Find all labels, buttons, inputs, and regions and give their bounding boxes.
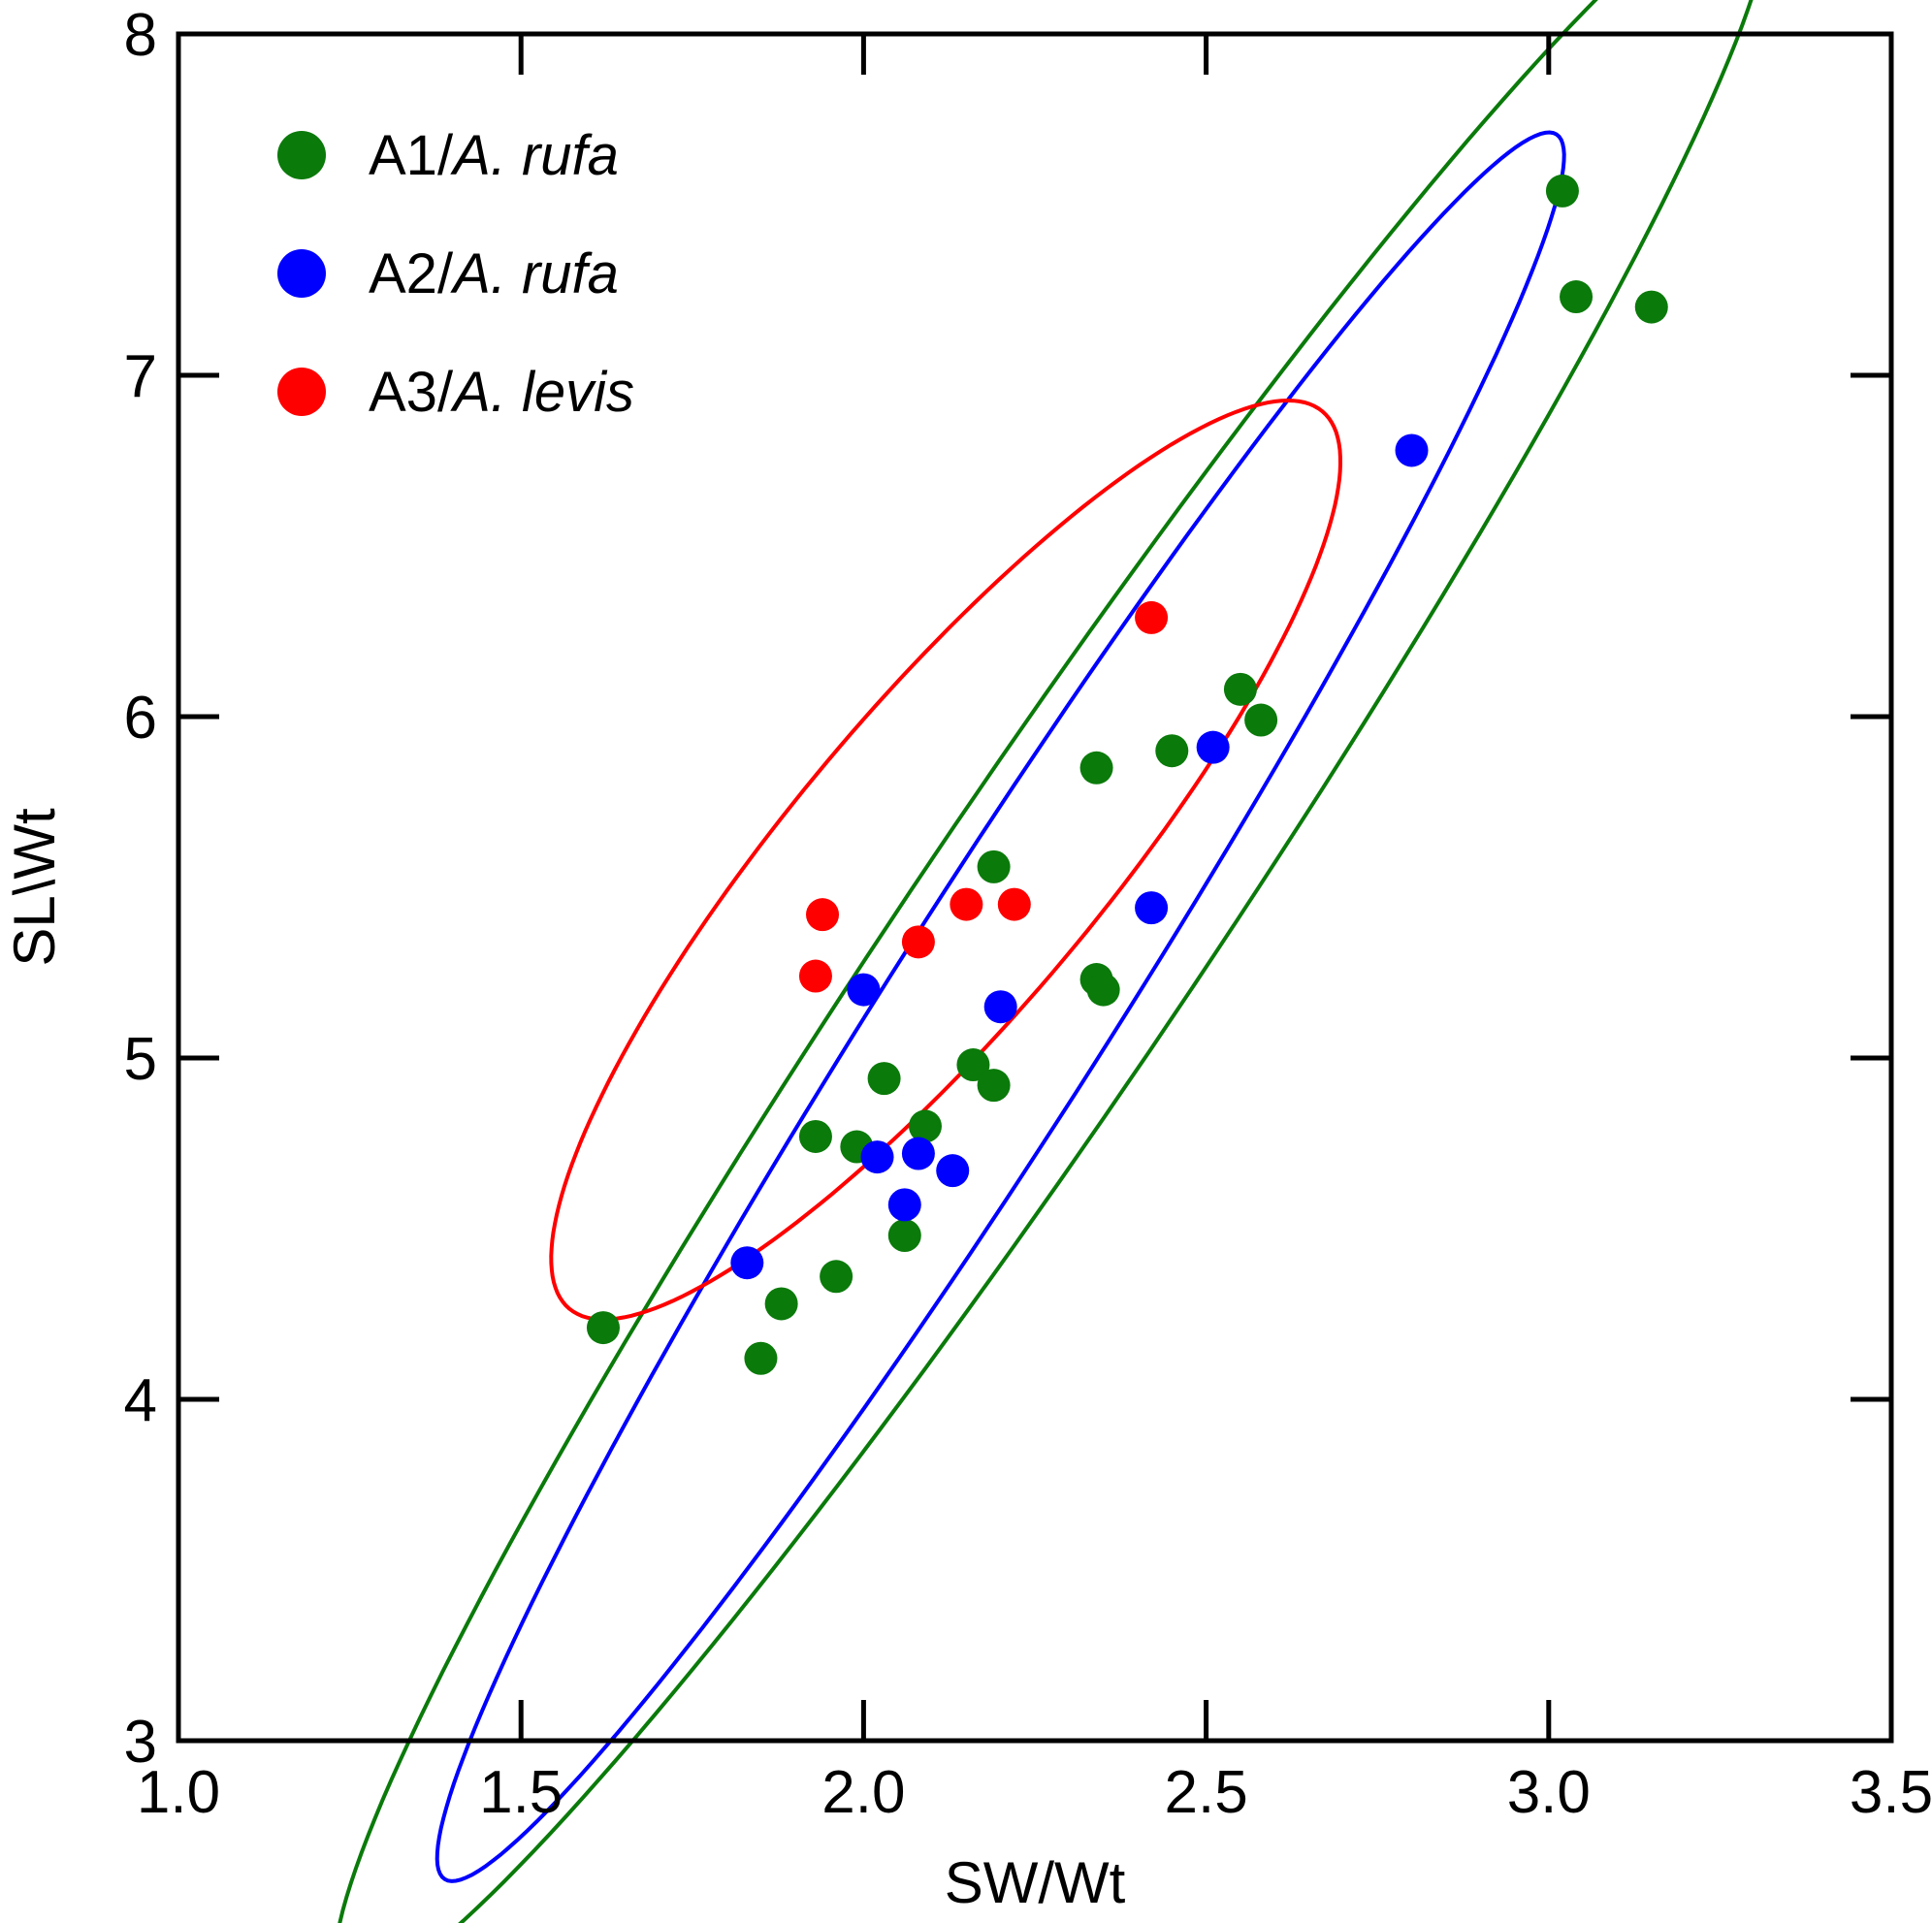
data-point-series-1 xyxy=(867,1062,901,1096)
data-point-series-3 xyxy=(997,887,1031,921)
data-point-series-2 xyxy=(983,990,1017,1024)
data-point-series-3 xyxy=(901,925,935,959)
axis-ticks xyxy=(178,34,1891,1741)
data-point-series-1 xyxy=(1155,734,1189,768)
confidence-ellipses xyxy=(338,0,1754,1923)
data-point-series-2 xyxy=(847,973,881,1007)
legend-label-1: A1/A. rufa xyxy=(369,124,619,187)
data-point-series-1 xyxy=(1244,703,1278,737)
data-point-series-2 xyxy=(936,1154,970,1188)
plot-frame xyxy=(176,31,1894,1744)
ellipse-series-1 xyxy=(338,0,1754,1923)
ellipse-series-2 xyxy=(435,130,1566,1883)
data-point-series-1 xyxy=(1223,672,1257,706)
x-tick-label: 2.0 xyxy=(821,1759,905,1826)
x-tick-label: 3.0 xyxy=(1507,1759,1591,1826)
data-point-series-1 xyxy=(887,1219,921,1253)
x-tick-label: 1.0 xyxy=(137,1759,220,1826)
data-point-series-1 xyxy=(764,1287,798,1321)
legend-marker-2 xyxy=(277,249,326,298)
y-tick-label: 7 xyxy=(124,343,157,410)
ellipse-series-3 xyxy=(549,398,1343,1322)
data-point-series-1 xyxy=(744,1341,778,1375)
data-point-series-2 xyxy=(1395,433,1429,467)
legend-species-text: A. levis xyxy=(450,361,634,424)
data-point-series-1 xyxy=(1086,973,1120,1007)
legend-label-3: A3/A. levis xyxy=(369,361,634,424)
legend-group-text: A2/ xyxy=(369,242,454,305)
data-points xyxy=(586,174,1668,1375)
legend-marker-3 xyxy=(277,368,326,416)
data-point-series-1 xyxy=(1545,174,1579,208)
data-point-series-1 xyxy=(977,1069,1011,1103)
data-point-series-1 xyxy=(1560,280,1594,314)
data-point-series-1 xyxy=(820,1260,853,1294)
data-point-series-3 xyxy=(1135,600,1169,634)
data-point-series-1 xyxy=(956,1048,990,1082)
data-point-series-2 xyxy=(730,1246,764,1280)
data-point-series-3 xyxy=(806,898,840,932)
data-point-series-2 xyxy=(1196,730,1230,764)
legend-species-text: A. rufa xyxy=(450,242,619,305)
tick-labels: 1.0 1.5 2.0 2.5 3.0 3.5 3 4 5 6 7 8 xyxy=(124,2,1932,1826)
legend-group-text: A1/ xyxy=(369,124,454,187)
data-point-series-2 xyxy=(887,1188,921,1222)
legend-species-text: A. rufa xyxy=(450,124,619,187)
data-point-series-3 xyxy=(950,887,983,921)
y-tick-label: 5 xyxy=(124,1026,157,1093)
y-tick-label: 8 xyxy=(124,2,157,69)
y-axis-title: SL\Wt xyxy=(2,808,67,967)
x-tick-label: 2.5 xyxy=(1164,1759,1247,1826)
y-tick-label: 3 xyxy=(124,1709,157,1776)
data-point-series-1 xyxy=(586,1311,620,1345)
y-tick-label: 4 xyxy=(124,1367,157,1434)
data-point-series-2 xyxy=(1135,891,1169,925)
data-point-series-1 xyxy=(977,849,1011,883)
x-tick-label: 3.5 xyxy=(1850,1759,1932,1826)
legend-group-text: A3/ xyxy=(369,361,454,424)
y-tick-label: 6 xyxy=(124,685,157,752)
legend-label-2: A2/A. rufa xyxy=(369,242,619,305)
data-point-series-1 xyxy=(1079,751,1113,785)
data-point-series-1 xyxy=(1634,290,1668,324)
data-point-series-1 xyxy=(798,1119,832,1153)
data-point-series-3 xyxy=(798,959,832,993)
legend-marker-1 xyxy=(277,131,326,179)
data-point-series-1 xyxy=(908,1109,942,1143)
data-point-series-2 xyxy=(860,1140,894,1174)
x-tick-label: 1.5 xyxy=(479,1759,563,1826)
data-point-series-2 xyxy=(901,1137,935,1170)
x-axis-title: SW/Wt xyxy=(945,1850,1126,1915)
